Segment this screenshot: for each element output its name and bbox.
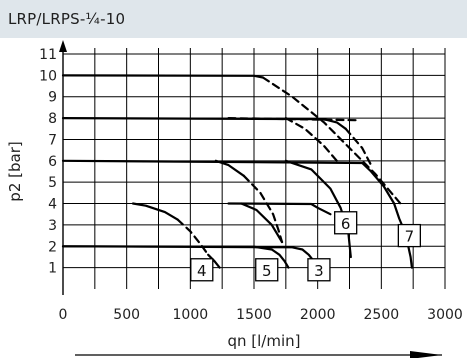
chart-area: 1 2 3 4 5 6 7 8 9 10 11 0 500 1000 1500 2000 2500 3000 3 4…: [6, 40, 463, 358]
y-tick-label: 4: [48, 197, 57, 213]
y-axis-label: p2 [bar]: [6, 141, 24, 201]
x-tick-label: 1000: [173, 307, 209, 323]
x-axis-label: qn [l/min]: [227, 332, 300, 350]
y-tick-label: 8: [48, 111, 57, 127]
series-7-solid: [61, 159, 413, 269]
series-label-box: [307, 258, 331, 282]
series-7-dashed: [227, 117, 357, 122]
series-4-solid: [131, 202, 179, 221]
series-5-tail: [61, 245, 290, 269]
series-label-box: [334, 211, 358, 235]
series-4-dashed: [176, 218, 210, 256]
series-label-box: [255, 258, 279, 282]
series-5-dashed: [242, 174, 284, 244]
x-tick-label: 1500: [236, 307, 272, 323]
x-tick-label: 500: [113, 307, 140, 323]
y-tick-label: 5: [48, 175, 57, 191]
y-axis-arrow: [59, 40, 67, 52]
series-label: 5: [262, 262, 272, 280]
series-label: 3: [314, 262, 324, 280]
axis-layer: 1 2 3 4 5 6 7 8 9 10 11 0 500 1000 1500 2000 2500 3000: [39, 40, 463, 358]
series-label: 4: [197, 262, 207, 280]
x-axis-arrow: [410, 351, 442, 358]
y-tick-label: 3: [48, 218, 57, 234]
x-tick-label: 2000: [300, 307, 336, 323]
chart-title: LRP/LRPS-¼-10: [8, 10, 126, 28]
y-tick-label: 7: [48, 132, 57, 148]
series-5-extra: [240, 202, 284, 244]
series-label: 7: [405, 228, 415, 246]
x-tick-label: 0: [59, 307, 68, 323]
y-tick-label: 6: [48, 154, 57, 170]
pressure-line-dashed: [261, 76, 402, 205]
y-tick-label: 2: [48, 239, 57, 255]
curve-layer: [61, 74, 413, 269]
series-6-dashed: [284, 117, 338, 162]
y-tick-label: 11: [39, 47, 57, 63]
x-tick-label: 2500: [364, 307, 400, 323]
series-label: 6: [341, 215, 351, 233]
series-4-tail: [207, 253, 221, 269]
pressure-line-solid: [61, 74, 264, 79]
series-label-box: [397, 223, 421, 248]
grid-layer: [62, 48, 446, 289]
x-tick-label: 3000: [427, 307, 463, 323]
series-6-extra: [284, 159, 352, 259]
pressure-line-dashed: [344, 127, 373, 167]
series-label-box: [190, 258, 214, 282]
series-6-solid: [227, 202, 332, 216]
label-layer: 3 4 5 6 7: [190, 211, 421, 282]
y-tick-label: 1: [48, 261, 57, 277]
chart-title-bar: LRP/LRPS-¼-10: [0, 0, 467, 38]
y-tick-label: 10: [39, 68, 57, 84]
y-tick-label: 9: [48, 90, 57, 106]
